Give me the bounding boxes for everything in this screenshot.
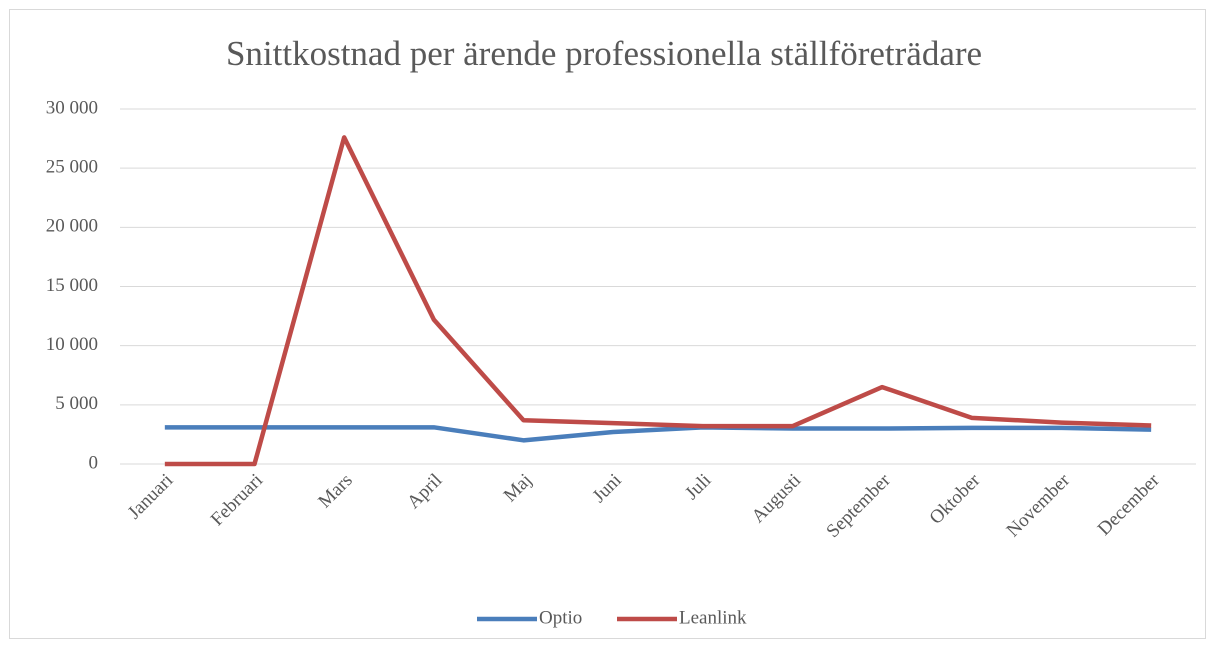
y-tick-label: 25 000 — [46, 157, 98, 178]
y-tick-label: 20 000 — [46, 216, 98, 237]
line-series — [164, 425, 1152, 443]
y-tick-label: 5 000 — [55, 393, 98, 414]
y-tick-label: 15 000 — [46, 275, 98, 296]
legend-label: Leanlink — [679, 607, 747, 628]
y-tick-label: 10 000 — [46, 334, 98, 355]
y-tick-label: 30 000 — [46, 97, 98, 118]
legend-label: Optio — [539, 607, 582, 628]
line-series — [164, 135, 1152, 467]
y-tick-label: 0 — [89, 452, 99, 473]
chart-title: Snittkostnad per ärende professionella s… — [226, 34, 982, 73]
chart-border — [9, 9, 1206, 639]
